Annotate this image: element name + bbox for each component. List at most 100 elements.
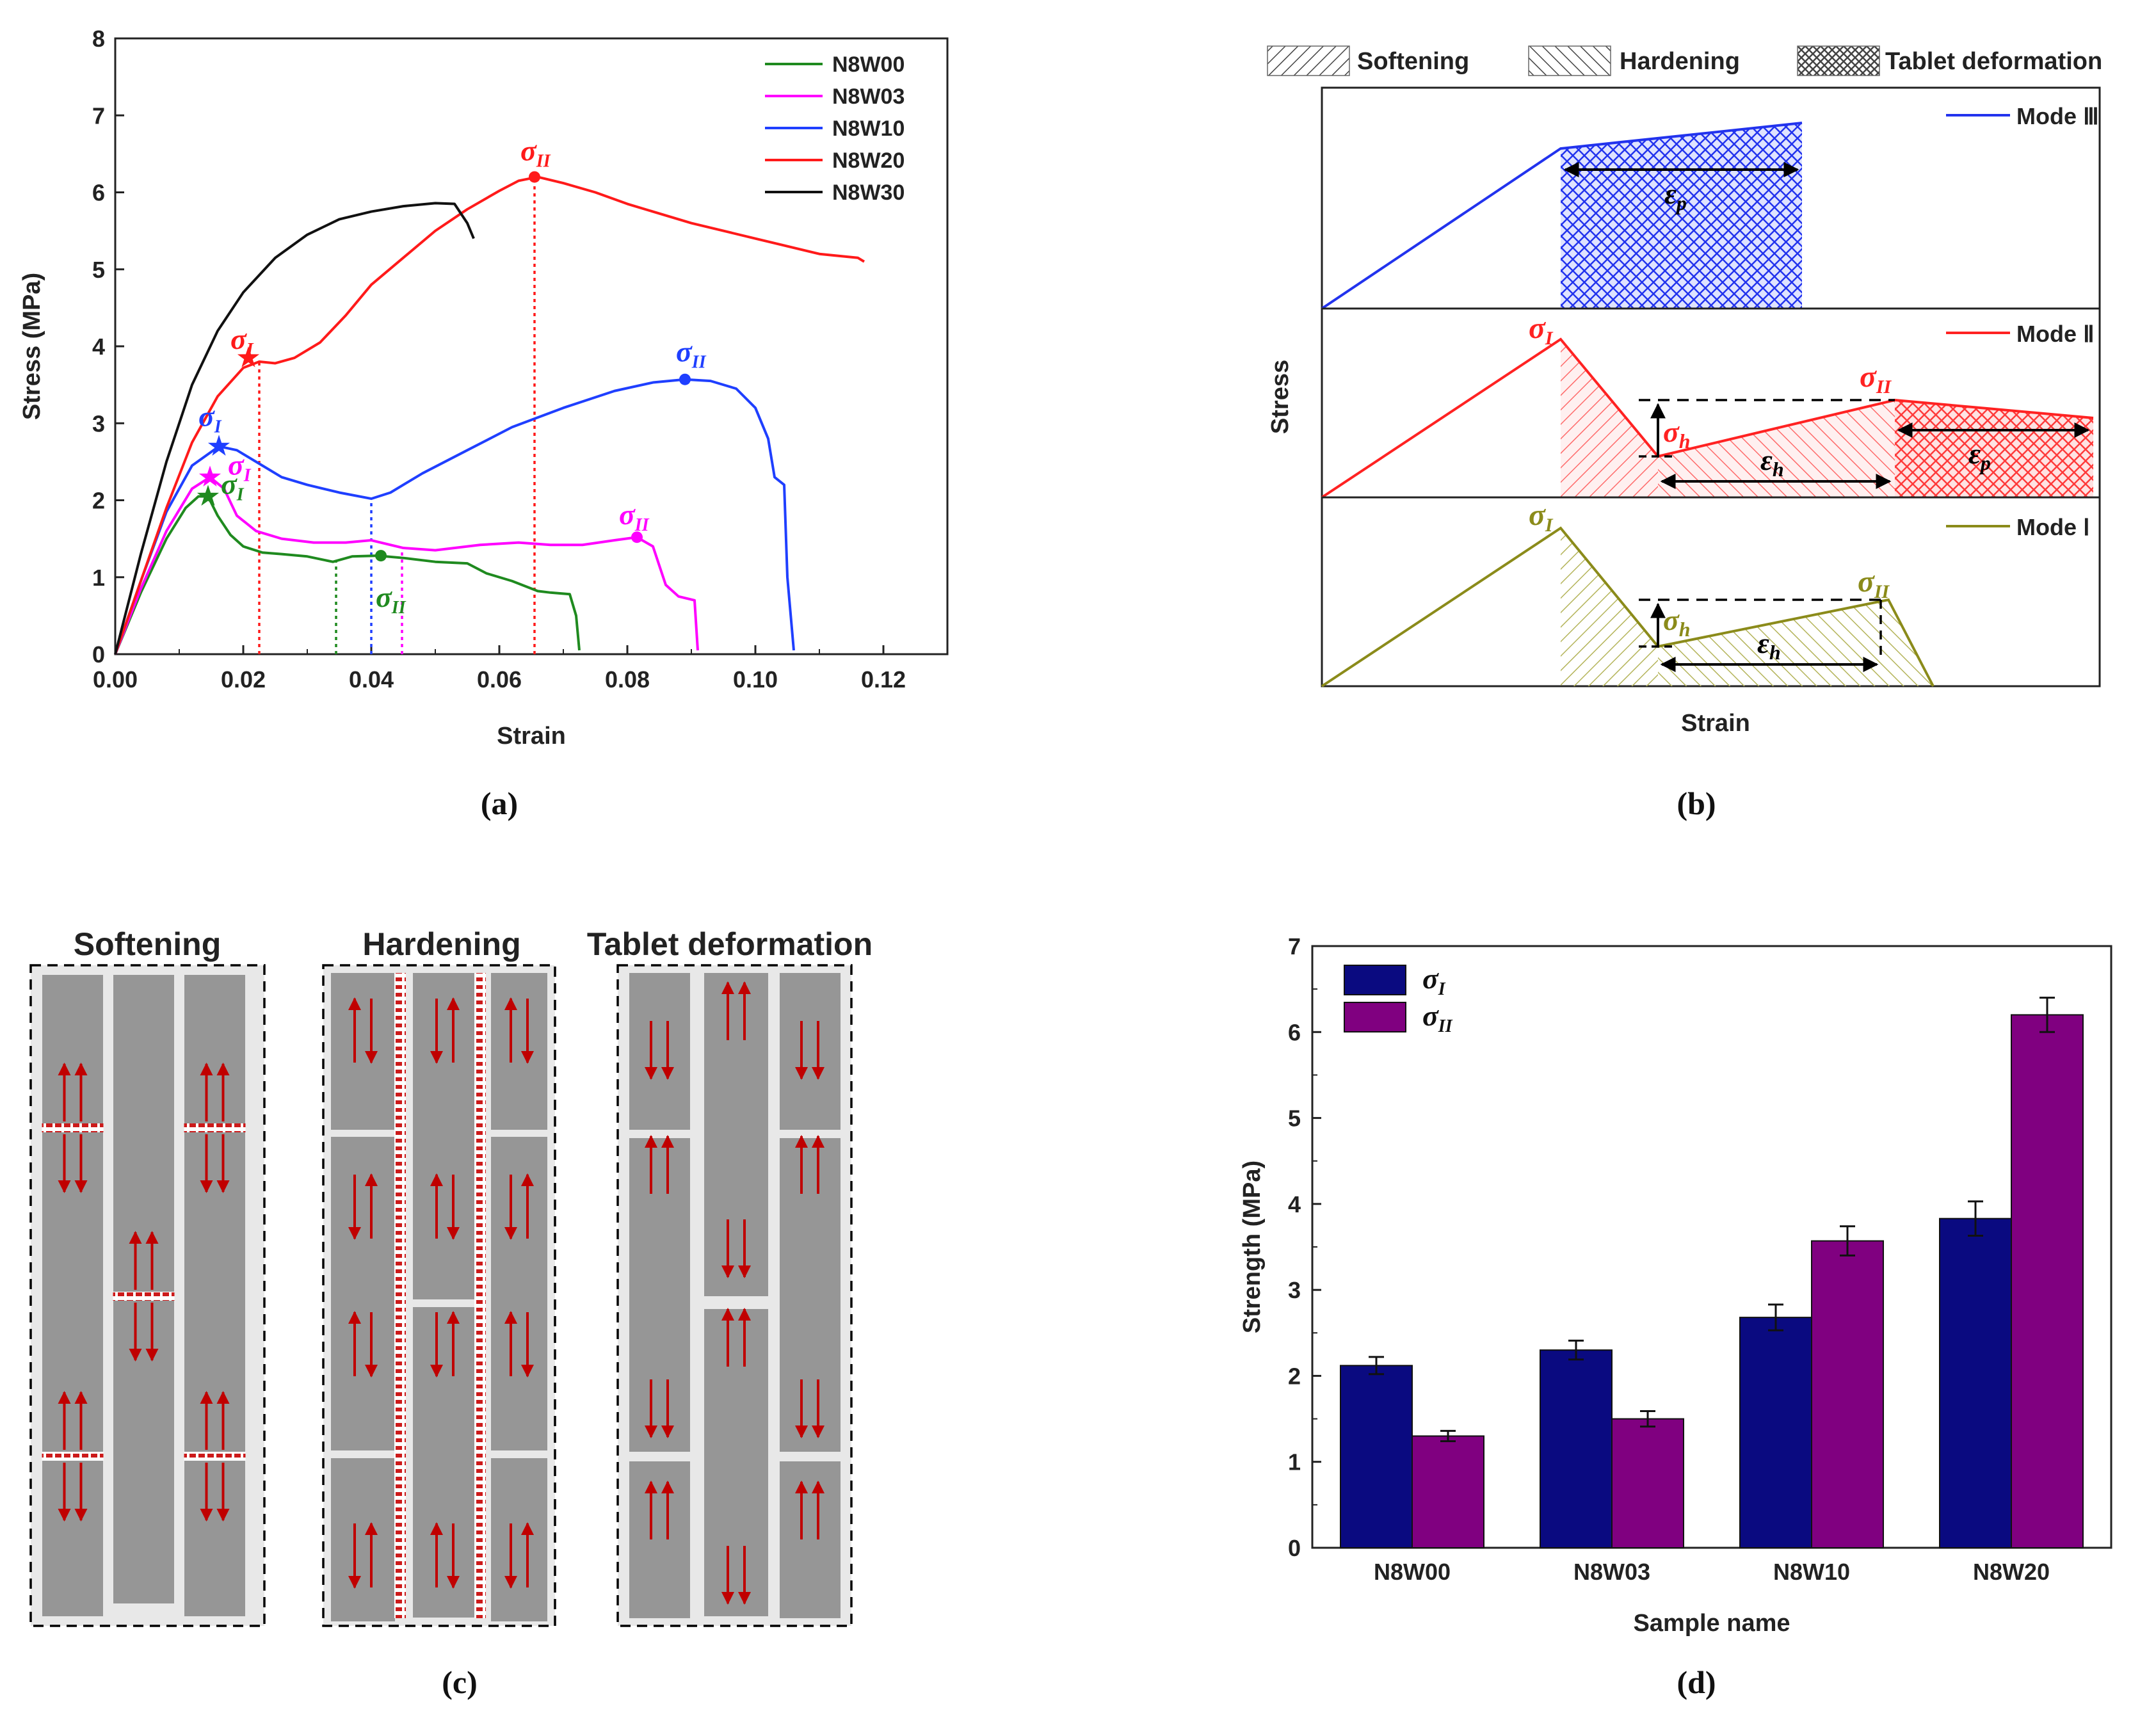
x-tick-label: 0.08 — [605, 666, 650, 693]
hardening-tablet — [331, 1458, 395, 1621]
series-line-n8w30 — [114, 202, 475, 655]
y-tick-label: 2 — [92, 488, 105, 514]
y-tick-label: 6 — [92, 180, 105, 206]
tablet-segment — [780, 1461, 841, 1618]
mode-3-curve — [1321, 122, 1803, 310]
tablet-segment — [629, 1138, 690, 1452]
marker-dot-n8w20 — [529, 171, 540, 183]
mode-2-eps-p: εp — [1968, 437, 1991, 474]
softening-tablet — [113, 975, 174, 1603]
marker-label-n8w20-i: σI — [230, 323, 254, 360]
y-tick-label: 3 — [92, 410, 105, 437]
panel-a-axes: 0.00 0.02 0.04 0.06 0.08 0.10 0.12 0 1 2 3 4 5 6 7 8 — [92, 26, 906, 693]
y-tick-label: 6 — [1288, 1019, 1301, 1045]
bar-n8w03-sigma-i — [1540, 1349, 1613, 1548]
legend-swatch-softening — [1267, 45, 1350, 76]
mode-2-sigma-i: σI — [1529, 311, 1554, 349]
panel-a-dotted-guides — [258, 177, 536, 654]
panel-a-series — [114, 175, 865, 655]
x-tick-label: 0.06 — [477, 666, 522, 693]
tablet-segment — [704, 1309, 768, 1616]
hardening-tablet — [491, 973, 547, 1130]
y-tick-label: 2 — [1288, 1363, 1301, 1389]
legend-label-n8w03: N8W03 — [832, 84, 905, 109]
tablet-segment — [629, 1461, 690, 1618]
mode-1-sigma-h: σh — [1663, 604, 1691, 641]
panel-b-mode-diagram: Softening Hardening Tablet deformation ε… — [1267, 45, 2102, 821]
bar-n8w10-sigma-i — [1739, 1317, 1812, 1548]
panel-a-markers: σI σII σI σII σI σII σI σII — [197, 134, 707, 618]
marker-label-n8w03-ii: σII — [619, 498, 650, 535]
panel-c-title-softening: Softening — [74, 926, 221, 962]
panel-d-y-axis-label: Strength (MPa) — [1239, 1161, 1266, 1333]
y-tick-label: 1 — [92, 565, 105, 591]
panel-b-mode-3: εp Mode Ⅲ — [1321, 86, 2101, 310]
marker-star-n8w10 — [207, 435, 230, 456]
marker-label-n8w03-i: σI — [228, 448, 252, 485]
panel-d-x-axis-label: Sample name — [1634, 1610, 1790, 1637]
bar-n8w03-sigma-ii — [1611, 1418, 1684, 1549]
x-tick-label: 0.04 — [349, 666, 394, 693]
x-tick-label: N8W00 — [1374, 1559, 1451, 1585]
panel-c-tablet-deformation-diagram — [616, 964, 853, 1627]
panel-b-x-axis-label: Strain — [1681, 710, 1750, 737]
marker-label-n8w00-ii: σII — [376, 581, 406, 618]
x-tick-label: N8W03 — [1573, 1559, 1650, 1585]
softening-damage-joint — [113, 1292, 175, 1301]
panel-a-stress-strain-chart: 0.00 0.02 0.04 0.06 0.08 0.10 0.12 0 1 2 3 4 5 6 7 8 σI… — [19, 26, 949, 821]
panel-c-caption: (c) — [442, 1664, 478, 1700]
hardening-tablet — [491, 1137, 547, 1450]
panel-c-title-hardening: Hardening — [362, 926, 520, 962]
hardening-tablet — [331, 973, 395, 1130]
y-tick-label: 7 — [92, 102, 105, 129]
legend-swatch-tablet-deformation — [1797, 45, 1880, 76]
x-tick-label: N8W10 — [1773, 1559, 1850, 1585]
bar-n8w00-sigma-i — [1340, 1365, 1413, 1548]
legend-label-tablet-deformation: Tablet deformation — [1885, 48, 2102, 75]
mode-1-hardening-area — [1658, 600, 1933, 686]
mode-1-softening-area — [1561, 528, 1658, 686]
legend-label-n8w30: N8W30 — [832, 181, 905, 205]
bar-n8w20-sigma-ii — [2011, 1014, 2084, 1548]
tablet-segment — [780, 1138, 841, 1452]
legend-label-sigma-i: σI — [1422, 962, 1446, 999]
marker-label-n8w20-ii: σII — [520, 134, 551, 171]
panel-b-mode-1: σI σh εh σII Mode Ⅰ — [1321, 496, 2101, 687]
legend-label-sigma-ii: σII — [1422, 999, 1453, 1036]
panel-b-caption: (b) — [1677, 785, 1716, 821]
mode-2-eps-h: εh — [1760, 444, 1784, 481]
softening-damage-joint — [42, 1452, 104, 1461]
bar-n8w00-sigma-ii — [1412, 1435, 1484, 1548]
legend-label-n8w00: N8W00 — [832, 52, 905, 77]
tablet-segment — [704, 973, 768, 1296]
marker-star-n8w03 — [198, 465, 221, 486]
x-tick-label: 0.00 — [93, 666, 138, 693]
mode-1-eps-h: εh — [1757, 627, 1781, 664]
y-tick-label: 7 — [1288, 933, 1301, 960]
hardening-tablet — [491, 1458, 547, 1621]
softening-tablet — [184, 975, 245, 1616]
legend-swatch-sigma-i — [1344, 965, 1406, 995]
legend-label-n8w10: N8W10 — [832, 116, 905, 141]
series-line-n8w20 — [114, 175, 865, 655]
y-tick-label: 1 — [1288, 1449, 1301, 1475]
panel-b-mode-2: σI σh εh σII εp Mode Ⅱ — [1321, 307, 2101, 499]
hardening-shear-interface — [394, 973, 406, 1618]
marker-dot-n8w10 — [679, 373, 691, 385]
softening-tablet — [42, 975, 103, 1616]
mode-3-tablet-deformation-area — [1561, 123, 1802, 309]
panel-c-title-tablet-deformation: Tablet deformation — [587, 926, 873, 962]
panel-d-bars — [1340, 997, 2084, 1549]
mode-1-sigma-ii: σII — [1858, 565, 1890, 602]
x-tick-label: N8W20 — [1973, 1559, 2050, 1585]
mode-2-hardening-area — [1658, 400, 1895, 497]
legend-label-softening: Softening — [1357, 48, 1469, 75]
y-tick-label: 4 — [92, 333, 105, 360]
mode-2-sigma-ii: σII — [1860, 360, 1892, 398]
y-tick-label: 4 — [1288, 1191, 1301, 1217]
legend-swatch-sigma-ii — [1344, 1002, 1406, 1032]
marker-dot-n8w03 — [631, 531, 643, 543]
hardening-shear-interface — [474, 973, 486, 1618]
y-tick-label: 3 — [1288, 1277, 1301, 1303]
